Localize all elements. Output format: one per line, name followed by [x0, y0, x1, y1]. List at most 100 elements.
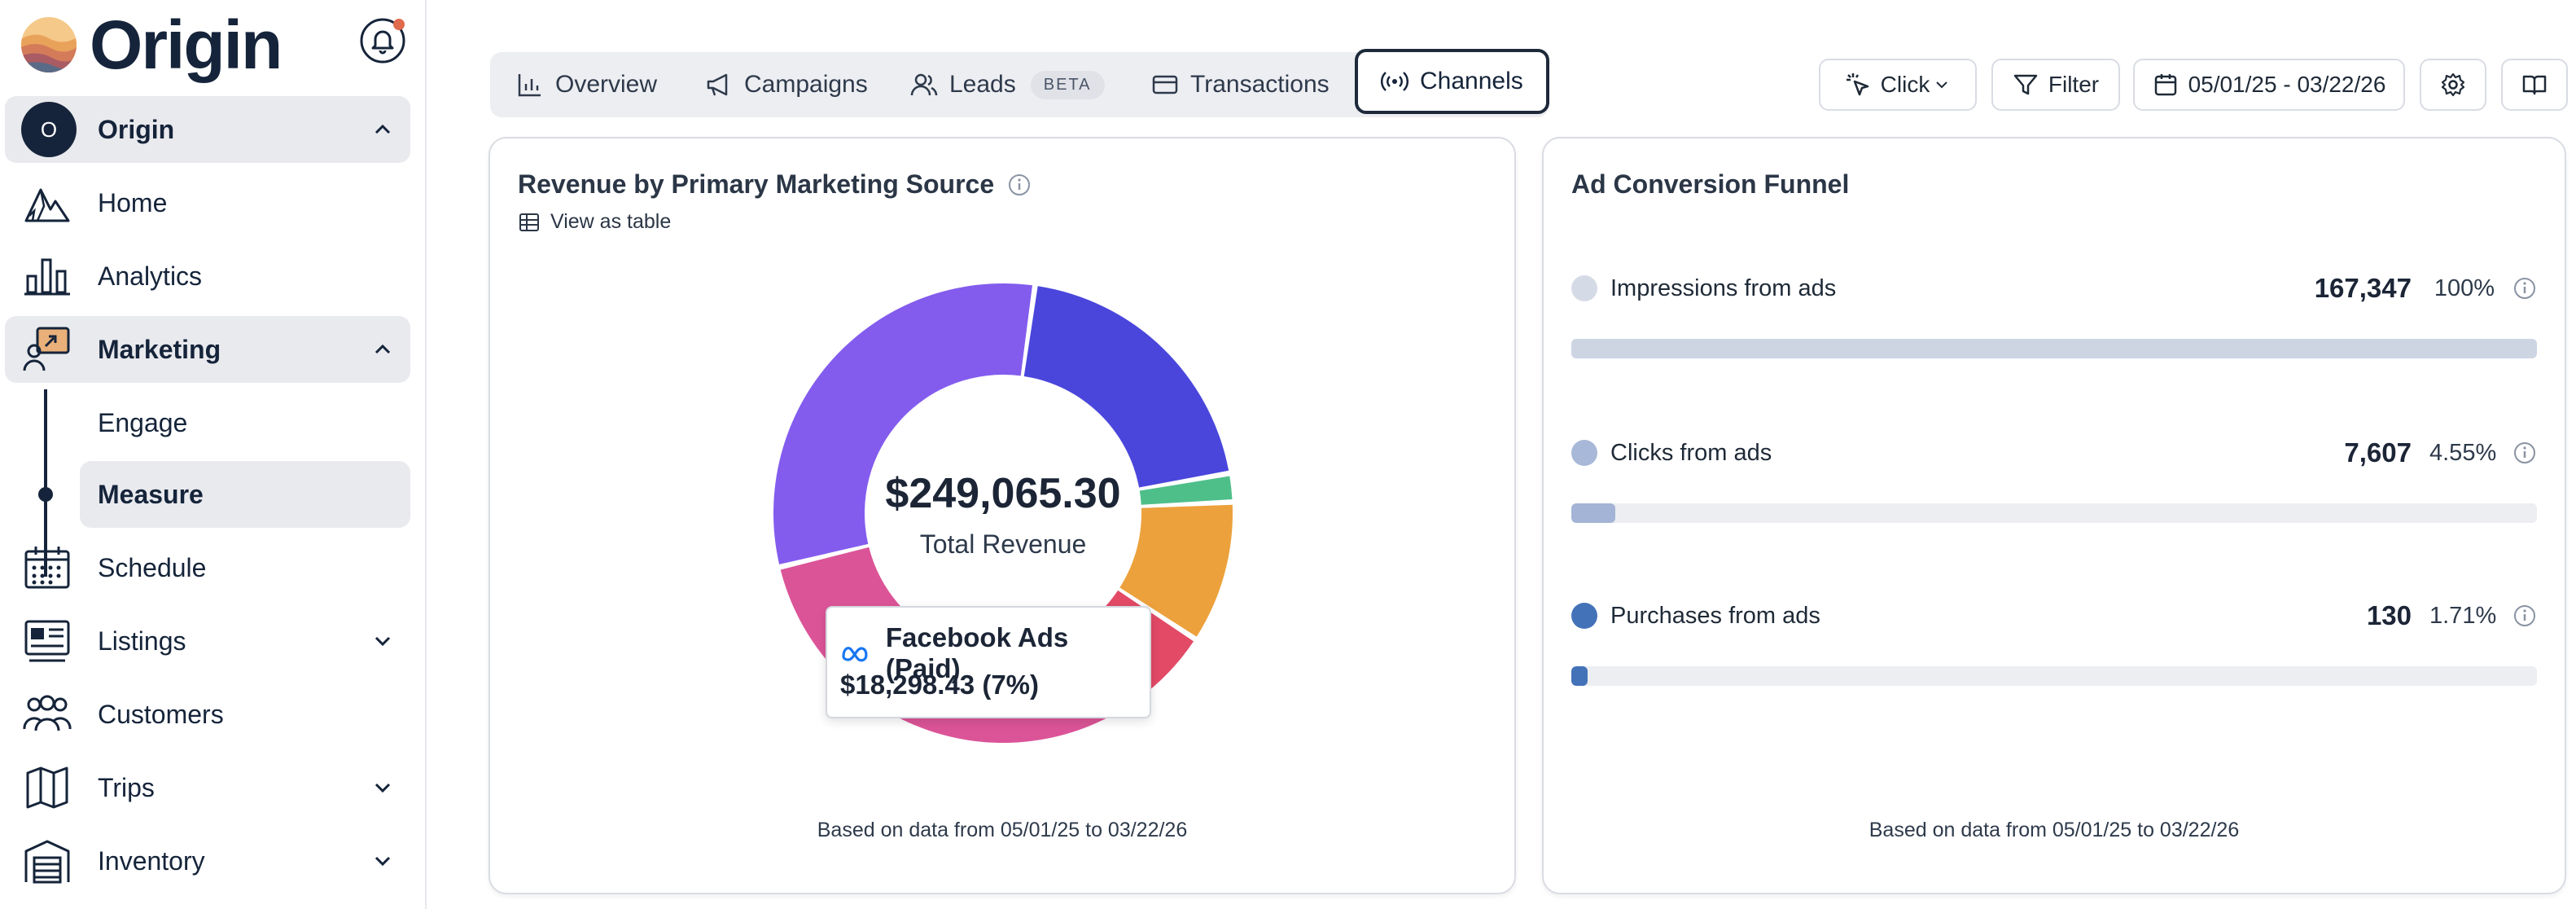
sidebar-subitem-label: Engage	[98, 407, 188, 437]
sidebar-item-trips[interactable]: Trips	[5, 754, 410, 821]
funnel-percent: 1.71%	[2429, 602, 2497, 629]
credit-card-icon	[1152, 75, 1178, 94]
gear-icon	[2441, 72, 2465, 97]
mountain-icon	[24, 188, 70, 222]
book-open-icon	[2522, 75, 2547, 95]
funnel-percent: 4.55%	[2429, 439, 2497, 466]
funnel-bar-fill	[1571, 339, 2537, 358]
settings-button[interactable]	[2420, 59, 2486, 111]
org-label: Origin	[98, 114, 175, 144]
view-as-table-link[interactable]: View as table	[518, 210, 671, 234]
date-range-label: 05/01/25 - 03/22/26	[2188, 72, 2386, 97]
card-title-text: Revenue by Primary Marketing Source	[518, 169, 995, 199]
listings-icon	[24, 620, 70, 662]
funnel-dot	[1571, 440, 1597, 466]
sidebar-item-marketing[interactable]: Marketing	[5, 316, 410, 383]
guide-button[interactable]	[2501, 59, 2568, 111]
funnel-card: Ad Conversion Funnel Impressions from ad…	[1542, 137, 2566, 894]
funnel-bar-track	[1571, 339, 2537, 358]
revenue-card-title: Revenue by Primary Marketing Source	[518, 169, 1032, 200]
total-revenue-label: Total Revenue	[919, 529, 1087, 559]
tab-channels[interactable]: Channels	[1355, 49, 1549, 114]
chevron-down-icon[interactable]	[370, 775, 396, 801]
date-range-picker[interactable]: 05/01/25 - 03/22/26	[2133, 59, 2405, 111]
map-icon	[26, 766, 68, 809]
origin-logo-icon	[21, 17, 77, 72]
broadcast-icon	[1381, 72, 1408, 91]
funnel-count: 130	[2366, 600, 2412, 630]
bar-chart-icon	[24, 258, 70, 296]
calendar-icon	[2154, 74, 2176, 96]
funnel-bar-fill	[1571, 666, 1588, 686]
calendar-icon	[24, 547, 70, 589]
tab-overview[interactable]: Overview	[516, 57, 657, 112]
warehouse-icon	[24, 840, 70, 884]
sidebar-item-schedule[interactable]: Schedule	[5, 534, 410, 601]
chevron-down-icon[interactable]	[370, 848, 396, 874]
info-icon[interactable]	[1007, 173, 1032, 197]
notification-bell-icon[interactable]	[358, 15, 409, 65]
sidebar-item-label: Customers	[98, 699, 224, 729]
users-icon	[23, 695, 72, 731]
sidebar-item-label: Listings	[98, 626, 186, 656]
sidebar-subitem-engage[interactable]: Engage	[80, 389, 410, 456]
sidebar-subitem-measure[interactable]: Measure	[80, 461, 410, 528]
chevron-up-icon[interactable]	[370, 116, 396, 143]
filter-icon	[2013, 74, 2038, 95]
chart-tooltip: Facebook Ads (Paid) $18,298.43 (7%)	[826, 606, 1151, 718]
sidebar-item-analytics[interactable]: Analytics	[5, 243, 410, 310]
marketing-icon	[23, 327, 70, 371]
funnel-row-impressions: Impressions from ads 167,347 100%	[1571, 272, 2537, 305]
users-icon	[910, 73, 938, 96]
tab-transactions[interactable]: Transactions	[1151, 57, 1330, 112]
donut-slice-1[interactable]	[1023, 286, 1229, 488]
funnel-bar-fill	[1571, 503, 1615, 523]
card-title-text: Ad Conversion Funnel	[1571, 169, 1850, 199]
chevron-down-icon	[1936, 81, 1948, 89]
sidebar-item-home[interactable]: Home	[5, 169, 410, 236]
funnel-percent: 100%	[2434, 274, 2495, 301]
donut-slice-2[interactable]	[1139, 476, 1233, 505]
cursor-click-icon	[1846, 73, 1868, 96]
tab-label: Channels	[1420, 68, 1523, 94]
sidebar-item-listings[interactable]: Listings	[5, 608, 410, 674]
meta-logo-icon	[842, 647, 868, 662]
funnel-bar-track	[1571, 503, 2537, 523]
info-icon[interactable]	[2512, 276, 2537, 301]
total-revenue-value: $249,065.30	[885, 470, 1121, 517]
chevron-down-icon[interactable]	[370, 628, 396, 654]
org-switcher[interactable]: O Origin	[5, 96, 410, 163]
filter-button[interactable]: Filter	[1991, 59, 2120, 111]
funnel-count: 7,607	[2344, 437, 2412, 468]
funnel-dot	[1571, 603, 1597, 629]
tooltip-source-name: Facebook Ads (Paid)	[885, 622, 1069, 683]
click-metric-dropdown[interactable]: Click	[1819, 59, 1977, 111]
tab-campaigns[interactable]: Campaigns	[705, 57, 868, 112]
sidebar-item-label: Inventory	[98, 845, 205, 876]
sidebar-item-customers[interactable]: Customers	[5, 681, 410, 748]
brand[interactable]: Origin	[20, 8, 283, 81]
funnel-bar-track	[1571, 666, 2537, 686]
donut-slice-3[interactable]	[1119, 504, 1233, 637]
funnel-row-clicks: Clicks from ads 7,607 4.55%	[1571, 437, 2537, 469]
tab-label: Leads	[949, 71, 1016, 98]
beta-badge: BETA	[1030, 70, 1105, 99]
funnel-row-purchases: Purchases from ads 130 1.71%	[1571, 599, 2537, 632]
submenu-line	[44, 389, 47, 577]
sidebar-item-label: Trips	[98, 772, 155, 802]
donut-slice-6[interactable]	[773, 283, 1032, 564]
funnel-count: 167,347	[2314, 273, 2412, 303]
click-label: Click	[1880, 72, 1930, 97]
funnel-label: Clicks from ads	[1610, 439, 1772, 466]
chevron-up-icon[interactable]	[370, 336, 396, 362]
funnel-label: Impressions from ads	[1610, 274, 1837, 301]
submenu-active-dot	[38, 487, 53, 502]
sidebar-item-inventory[interactable]: Inventory	[5, 828, 410, 894]
org-avatar: O	[21, 102, 77, 157]
tab-leads[interactable]: Leads BETA	[910, 57, 1105, 112]
sidebar-item-label: Schedule	[98, 552, 207, 582]
info-icon[interactable]	[2512, 441, 2537, 465]
tab-label: Transactions	[1190, 71, 1330, 98]
funnel-footnote: Based on data from 05/01/25 to 03/22/26	[1868, 819, 2240, 841]
info-icon[interactable]	[2512, 604, 2537, 628]
